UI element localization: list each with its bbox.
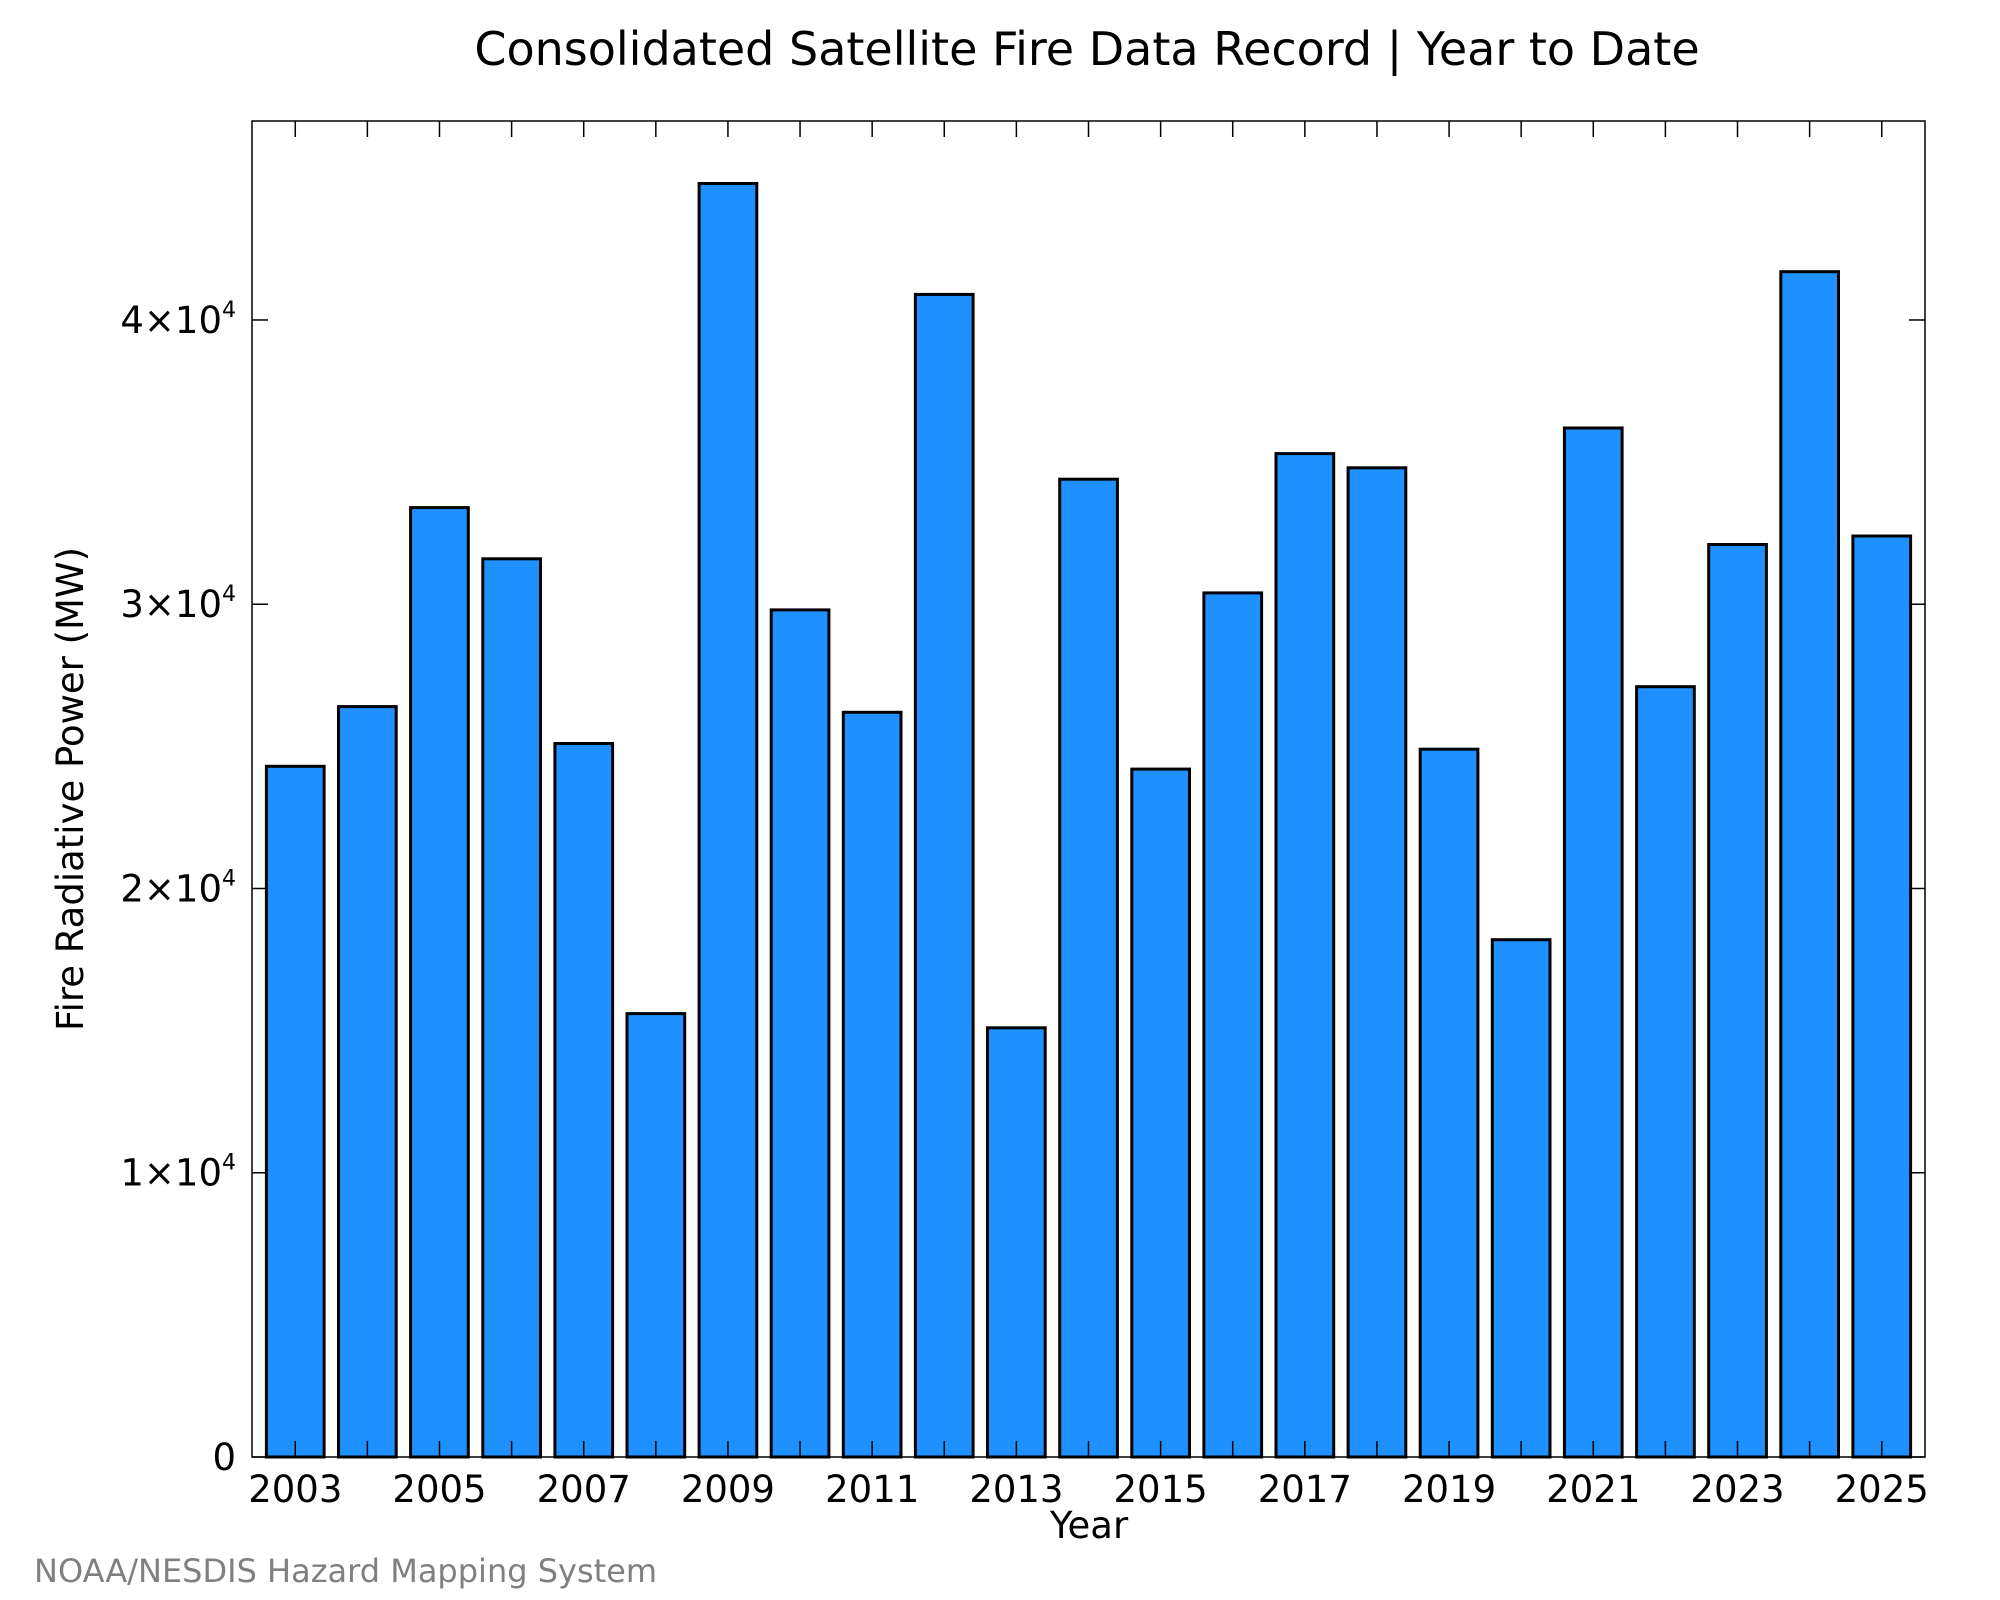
x-tick-label-2023: 2023 bbox=[1690, 1468, 1784, 1511]
bar-2003 bbox=[264, 764, 326, 1459]
bar-2008 bbox=[625, 1012, 687, 1459]
y-tick-label-20000: 2×104 bbox=[120, 867, 236, 911]
bar-2010 bbox=[769, 608, 831, 1459]
bar-2023 bbox=[1707, 543, 1768, 1459]
bar-2012 bbox=[913, 292, 975, 1459]
y-tick-label-40000: 4×104 bbox=[120, 298, 236, 342]
bar-2016 bbox=[1202, 591, 1264, 1459]
x-tick-label-2017: 2017 bbox=[1258, 1468, 1352, 1511]
bar-2025 bbox=[1851, 534, 1913, 1459]
bar-2022 bbox=[1635, 685, 1696, 1459]
bar-2021 bbox=[1562, 426, 1624, 1459]
x-tick-label-2015: 2015 bbox=[1114, 1468, 1208, 1511]
bar-2005 bbox=[409, 506, 470, 1459]
bar-2013 bbox=[986, 1026, 1047, 1459]
bar-2024 bbox=[1779, 270, 1841, 1459]
x-tick-label-2021: 2021 bbox=[1546, 1468, 1640, 1511]
x-axis-tick-labels: 2003 2005 2007 2009 2011 2013 2015 2017 2019 2021… bbox=[248, 1468, 1929, 1511]
bar-2007 bbox=[553, 742, 615, 1459]
bar-2015 bbox=[1130, 767, 1192, 1459]
bar-2011 bbox=[841, 710, 903, 1459]
x-tick-label-2007: 2007 bbox=[537, 1468, 631, 1511]
bar-2004 bbox=[337, 705, 398, 1459]
x-tick-label-2025: 2025 bbox=[1835, 1468, 1929, 1511]
x-axis-label: Year bbox=[1049, 1504, 1129, 1547]
y-axis-label: Fire Radiative Power (MW) bbox=[49, 547, 92, 1031]
y-tick-label-30000: 3×104 bbox=[120, 582, 236, 626]
bar-2020 bbox=[1490, 938, 1552, 1459]
x-tick-label-2011: 2011 bbox=[825, 1468, 919, 1511]
bar-2014 bbox=[1058, 477, 1119, 1459]
bar-2018 bbox=[1346, 466, 1408, 1459]
bar-2006 bbox=[481, 557, 542, 1459]
source-credit: NOAA/NESDIS Hazard Mapping System bbox=[34, 1552, 657, 1590]
x-tick-label-2009: 2009 bbox=[681, 1468, 775, 1511]
plot-frame bbox=[251, 120, 1926, 1458]
bar-2009 bbox=[697, 182, 759, 1459]
bar-2019 bbox=[1418, 747, 1480, 1459]
x-tick-label-2005: 2005 bbox=[392, 1468, 486, 1511]
y-axis-tick-labels: 0 1×104 2×104 3×104 4×104 bbox=[120, 298, 236, 1479]
x-tick-label-2019: 2019 bbox=[1402, 1468, 1496, 1511]
bars-layer bbox=[264, 182, 1913, 1459]
bar-2017 bbox=[1274, 452, 1336, 1459]
y-tick-label-0: 0 bbox=[212, 1436, 236, 1479]
x-tick-label-2013: 2013 bbox=[969, 1468, 1063, 1511]
chart-title: Consolidated Satellite Fire Data Record … bbox=[474, 22, 1699, 77]
y-tick-label-10000: 1×104 bbox=[120, 1151, 236, 1195]
x-tick-label-2003: 2003 bbox=[248, 1468, 342, 1511]
